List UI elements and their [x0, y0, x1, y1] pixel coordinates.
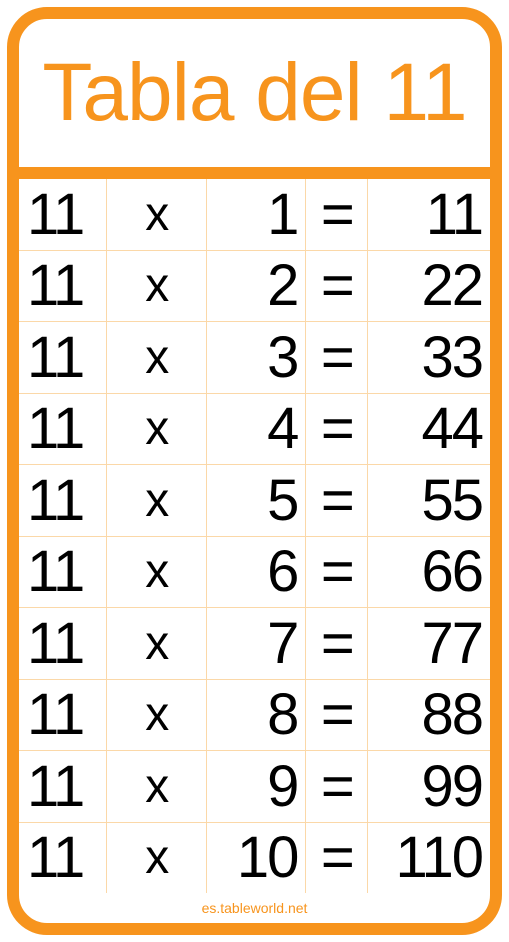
result-cell: 77 — [368, 608, 490, 679]
times-cell: x — [107, 251, 207, 322]
table-row: 11x7=77 — [19, 608, 490, 680]
times-cell: x — [107, 751, 207, 822]
times-cell: x — [107, 537, 207, 608]
table-row: 11x4=44 — [19, 394, 490, 466]
table-row: 11x3=33 — [19, 322, 490, 394]
card-header: Tabla del 11 — [19, 19, 490, 179]
multiplication-table: 11x1=1111x2=2211x3=3311x4=4411x5=5511x6=… — [19, 179, 490, 893]
equals-cell: = — [306, 823, 368, 894]
multiplier-cell: 1 — [207, 179, 307, 250]
table-row: 11x10=110 — [19, 823, 490, 894]
times-cell: x — [107, 322, 207, 393]
times-cell: x — [107, 823, 207, 894]
result-cell: 44 — [368, 394, 490, 465]
table-row: 11x2=22 — [19, 251, 490, 323]
table-row: 11x8=88 — [19, 680, 490, 752]
result-cell: 55 — [368, 465, 490, 536]
multiplicand-cell: 11 — [19, 537, 107, 608]
multiplier-cell: 2 — [207, 251, 307, 322]
multiplicand-cell: 11 — [19, 465, 107, 536]
equals-cell: = — [306, 608, 368, 679]
equals-cell: = — [306, 251, 368, 322]
footer-text: es.tableworld.net — [202, 900, 308, 916]
card-title: Tabla del 11 — [42, 46, 466, 140]
multiplier-cell: 7 — [207, 608, 307, 679]
multiplicand-cell: 11 — [19, 608, 107, 679]
multiplier-cell: 3 — [207, 322, 307, 393]
table-row: 11x1=11 — [19, 179, 490, 251]
multiplier-cell: 10 — [207, 823, 307, 894]
equals-cell: = — [306, 751, 368, 822]
result-cell: 22 — [368, 251, 490, 322]
table-row: 11x6=66 — [19, 537, 490, 609]
equals-cell: = — [306, 322, 368, 393]
multiplicand-cell: 11 — [19, 179, 107, 250]
times-cell: x — [107, 179, 207, 250]
multiplier-cell: 4 — [207, 394, 307, 465]
equals-cell: = — [306, 537, 368, 608]
multiplier-cell: 5 — [207, 465, 307, 536]
footer: es.tableworld.net — [19, 893, 490, 923]
result-cell: 110 — [368, 823, 490, 894]
times-cell: x — [107, 680, 207, 751]
multiplicand-cell: 11 — [19, 322, 107, 393]
equals-cell: = — [306, 394, 368, 465]
result-cell: 66 — [368, 537, 490, 608]
equals-cell: = — [306, 680, 368, 751]
equals-cell: = — [306, 465, 368, 536]
times-cell: x — [107, 608, 207, 679]
multiplication-card: Tabla del 11 11x1=1111x2=2211x3=3311x4=4… — [7, 7, 502, 935]
multiplier-cell: 8 — [207, 680, 307, 751]
multiplicand-cell: 11 — [19, 251, 107, 322]
multiplier-cell: 6 — [207, 537, 307, 608]
table-row: 11x5=55 — [19, 465, 490, 537]
multiplier-cell: 9 — [207, 751, 307, 822]
result-cell: 88 — [368, 680, 490, 751]
multiplicand-cell: 11 — [19, 823, 107, 894]
times-cell: x — [107, 394, 207, 465]
multiplicand-cell: 11 — [19, 751, 107, 822]
times-cell: x — [107, 465, 207, 536]
result-cell: 11 — [368, 179, 490, 250]
result-cell: 33 — [368, 322, 490, 393]
table-row: 11x9=99 — [19, 751, 490, 823]
equals-cell: = — [306, 179, 368, 250]
result-cell: 99 — [368, 751, 490, 822]
multiplicand-cell: 11 — [19, 394, 107, 465]
multiplicand-cell: 11 — [19, 680, 107, 751]
